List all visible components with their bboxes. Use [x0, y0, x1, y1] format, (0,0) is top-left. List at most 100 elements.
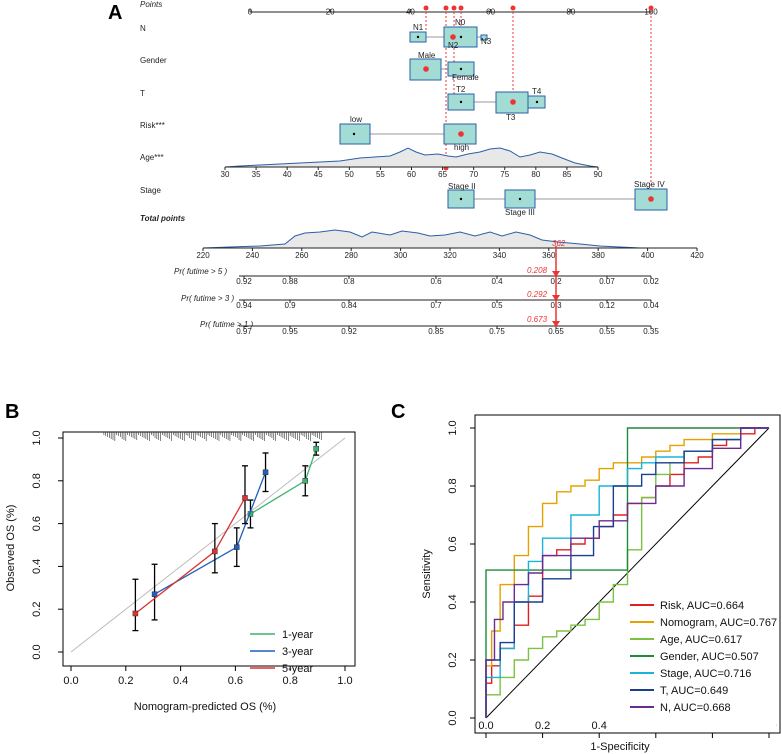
- projection-dot: [451, 5, 457, 11]
- panel-label-b: B: [5, 401, 19, 423]
- total-points-tick-label: 380: [592, 251, 606, 260]
- points-axis-label: Points: [140, 0, 162, 9]
- t-level-label: T3: [506, 113, 516, 122]
- prob3-tick-label: 0.9: [284, 301, 296, 310]
- total-points-tick-label: 420: [690, 251, 704, 260]
- prob1-value: 0.673: [527, 315, 548, 324]
- age-tick-label: 35: [252, 170, 261, 179]
- prob1-ticks: 0.97 0.95 0.92 0.85 0.75 0.65 0.55 0.35: [236, 326, 659, 336]
- age-tick-label: 60: [407, 170, 416, 179]
- calibration-rug: [103, 432, 322, 441]
- n-level-label: N3: [481, 37, 492, 46]
- row-label-stage: Stage: [140, 186, 161, 195]
- row-label-n: N: [140, 24, 146, 33]
- total-points-tick-label: 360: [542, 251, 556, 260]
- stage-selected-point: [648, 196, 654, 202]
- legend-entry: N, AUC=0.668: [660, 702, 731, 714]
- stage-level-label: Stage II: [448, 182, 476, 191]
- calibration-legend: 1-year 3-year 5-year: [250, 629, 314, 675]
- calibration-frame: [62, 431, 356, 667]
- roc-ytick-label: 0.2: [447, 652, 459, 667]
- total-points-tick-label: 400: [641, 251, 655, 260]
- age-density-curve: [224, 147, 599, 168]
- t-level-label: T4: [532, 87, 542, 96]
- total-points-value: 362: [552, 239, 566, 248]
- prob1-tick-label: 0.92: [341, 327, 357, 336]
- calibration-point: [132, 610, 139, 617]
- calibration-point: [302, 478, 309, 484]
- projection-dots: [423, 5, 654, 171]
- legend-entry: Nomogram, AUC=0.767: [660, 617, 777, 629]
- prob1-tick-label: 0.35: [643, 327, 659, 336]
- age-tick-label: 55: [376, 170, 385, 179]
- calibration-ylabel: Observed OS (%): [5, 505, 17, 592]
- roc-xtick-label: 0.4: [592, 720, 607, 732]
- n-selected-point: [450, 34, 456, 40]
- age-tick-label: 45: [314, 170, 323, 179]
- n-level-box: [480, 34, 488, 41]
- prob5-tick-label: 0.92: [236, 277, 252, 286]
- age-tick-label: 40: [283, 170, 292, 179]
- age-tick-label: 50: [345, 170, 354, 179]
- row-label-gender: Gender: [140, 56, 167, 65]
- legend-entry: 5-year: [282, 663, 314, 675]
- roc-ytick-label: 0.0: [447, 710, 459, 725]
- roc-series: [485, 427, 769, 718]
- projection-dot: [443, 5, 449, 11]
- calibration-xlabel: Nomogram-predicted OS (%): [134, 701, 276, 713]
- legend-entry: 1-year: [282, 629, 314, 641]
- calibration-xtick-label: 1.0: [337, 675, 352, 687]
- total-points-label: Total points: [140, 214, 186, 223]
- roc-ytick-label: 0.4: [447, 594, 459, 609]
- stage-level-label: Stage III: [505, 208, 535, 217]
- points-tick-label: 20: [326, 8, 335, 17]
- roc-xtick-label: 0.0: [478, 720, 493, 732]
- calibration-xtick-label: 0.2: [118, 675, 133, 687]
- projection-dot: [423, 5, 429, 11]
- prob1-tick-label: 0.95: [282, 327, 298, 336]
- calibration-panel: 0.0 0.2 0.4 0.6 0.8 1.0 0.0 0.2 0.4 0.6 0.8 1.0 Nom…: [5, 430, 356, 713]
- row-label-t: T: [140, 89, 145, 98]
- calibration-ytick-label: 1.0: [31, 430, 43, 445]
- calibration-point: [262, 469, 269, 475]
- prob1-tick-label: 0.65: [548, 327, 564, 336]
- calibration-diagonal: [70, 437, 346, 653]
- legend-entry: 3-year: [282, 646, 314, 658]
- prob1-label: Pr( futime > 1 ): [200, 320, 253, 329]
- gender-level-label: Female: [452, 73, 479, 82]
- row-label-risk: Risk***: [140, 121, 165, 130]
- calibration-ytick-label: 0.8: [31, 473, 43, 488]
- prob3-label: Pr( futime > 3 ): [181, 294, 234, 303]
- risk-selected-point: [458, 131, 464, 137]
- legend-entry: T, AUC=0.649: [660, 685, 728, 697]
- stage-level-label: Stage IV: [634, 180, 665, 189]
- calibration-point: [234, 544, 240, 550]
- risk-level-label: low: [350, 115, 362, 124]
- prediction-arrowhead: [552, 321, 560, 327]
- age-tick-label: 65: [438, 170, 447, 179]
- points-tick-label: 0: [248, 8, 253, 17]
- prob3-value: 0.292: [527, 290, 548, 299]
- panel-label-a: A: [108, 2, 122, 24]
- age-axis-ticks: 30 35 40 45 50 55 60 65 70 75 80 85 90: [221, 167, 603, 179]
- n-level-point: [459, 35, 463, 39]
- stage-level-point: [518, 197, 522, 201]
- roc-legend: Risk, AUC=0.664 Nomogram, AUC=0.767 Age, A…: [624, 594, 777, 730]
- total-points-tick-label: 280: [345, 251, 359, 260]
- prob3-tick-label: 0.7: [430, 301, 442, 310]
- calibration-ytick-label: 0.2: [31, 602, 43, 617]
- prob5-tick-label: 0.07: [599, 277, 615, 286]
- prob5-value: 0.208: [527, 266, 548, 275]
- gender-selected-point: [423, 66, 429, 72]
- prob3-tick-label: 0.04: [643, 301, 659, 310]
- total-points-tick-label: 340: [493, 251, 507, 260]
- prediction-arrowhead: [552, 271, 560, 277]
- roc-panel: 0.00.20.40.60.81.00.00.20.40.60.81.0 1-S…: [421, 414, 781, 753]
- t-level-label: T2: [456, 85, 466, 94]
- t-level-point: [459, 100, 463, 104]
- prob3-tick-label: 0.94: [236, 301, 252, 310]
- total-points-tick-label: 220: [196, 251, 210, 260]
- total-points-tick-label: 300: [394, 251, 408, 260]
- n-level-label: N0: [455, 18, 466, 27]
